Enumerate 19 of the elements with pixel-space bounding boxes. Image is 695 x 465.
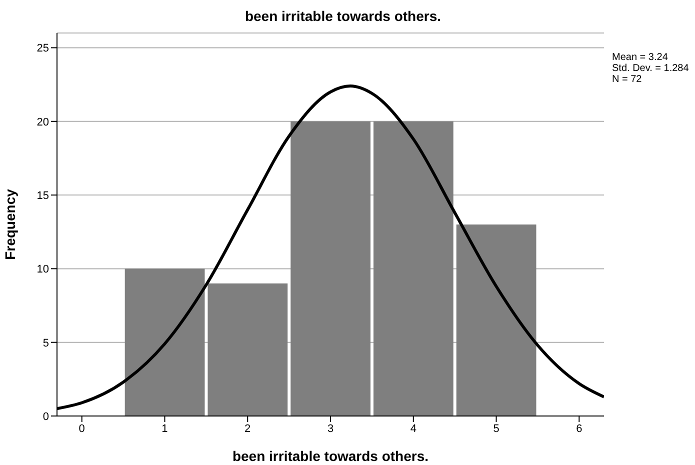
y-tick-label: 10 xyxy=(36,264,49,276)
text: Std. Dev. = 1.284 xyxy=(612,63,689,74)
x-tick-label: 6 xyxy=(576,422,582,435)
x-tick-label: 3 xyxy=(327,422,334,435)
y-tick-label: 25 xyxy=(36,42,49,55)
x-axis-title: been irritable towards others. xyxy=(232,448,429,464)
chart-title: been irritable towards others. xyxy=(244,8,442,24)
x-tick-label: 5 xyxy=(493,422,500,435)
y-tick-label: 20 xyxy=(36,116,49,128)
text: Mean = 3.24 xyxy=(612,52,669,63)
y-tick-label: 0 xyxy=(42,410,49,423)
x-tick-label: 0 xyxy=(78,422,85,435)
y-axis-title: Frequency xyxy=(2,188,18,260)
x-tick-label: 2 xyxy=(244,422,251,435)
text: N = 72 xyxy=(612,74,643,85)
x-tick-label: 1 xyxy=(162,422,168,435)
y-tick-label: 5 xyxy=(42,337,49,350)
y-tick-label: 15 xyxy=(36,190,49,202)
x-tick-label: 4 xyxy=(410,422,416,435)
